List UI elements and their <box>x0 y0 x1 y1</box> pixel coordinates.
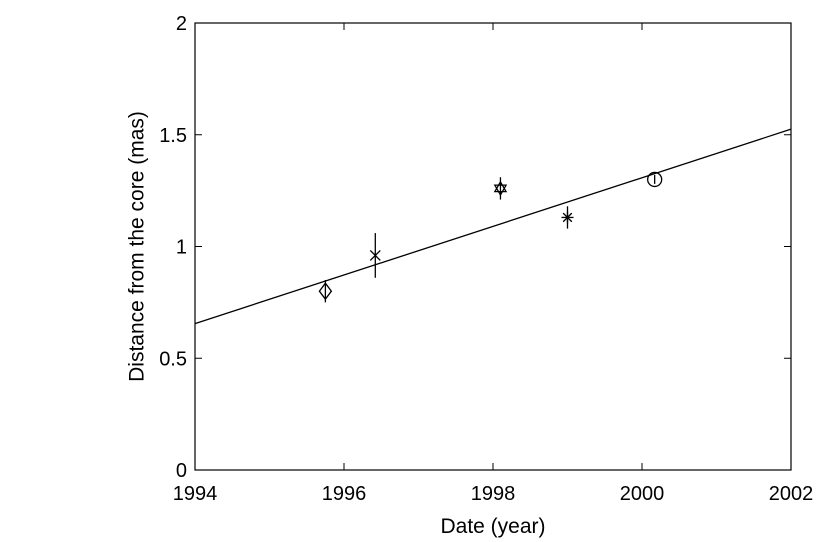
data-point-x <box>369 233 381 278</box>
x-tick-label: 2002 <box>769 483 814 505</box>
data-point-hexagram <box>493 177 508 200</box>
x-tick-label: 2000 <box>620 483 665 505</box>
x-axis-label: Date (year) <box>440 515 545 538</box>
x-marker-stroke <box>369 249 381 261</box>
y-tick-label: 0 <box>176 460 187 482</box>
hexagram-triangle-down <box>493 184 508 197</box>
x-tick-label: 1996 <box>322 483 367 505</box>
y-tick-label: 0.5 <box>159 348 187 370</box>
y-tick-label: 1.5 <box>159 125 187 147</box>
fit-line <box>194 128 792 325</box>
fit-layer <box>194 128 792 325</box>
plot-frame <box>194 22 792 471</box>
points-layer <box>318 171 663 303</box>
asterisk-stroke <box>562 212 573 223</box>
diamond-marker <box>318 282 333 301</box>
hexagram-triangle-up <box>493 180 508 193</box>
data-point-asterisk <box>561 206 574 229</box>
data-point-circle <box>647 171 663 188</box>
ticks-layer <box>194 22 792 471</box>
y-axis-label: Distance from the core (mas) <box>126 111 149 382</box>
x-tick-label: 1998 <box>471 483 516 505</box>
data-point-diamond <box>318 280 333 303</box>
tick-labels-layer: 1994 1996 1998 2000 2002 0 0.5 1 1.5 2 <box>159 13 813 505</box>
y-tick-label: 2 <box>176 13 187 35</box>
x-tick-label: 1994 <box>173 483 218 505</box>
circle-marker <box>647 171 663 188</box>
y-tick-label: 1 <box>176 237 187 259</box>
